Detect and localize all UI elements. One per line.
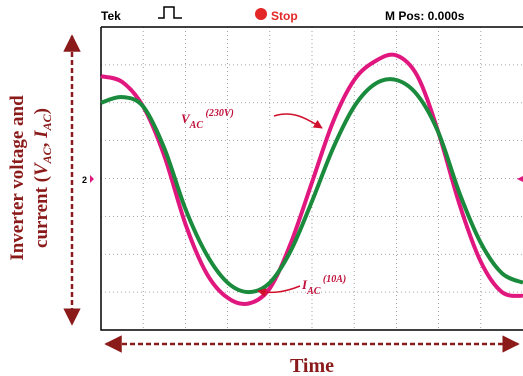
channel-marker-icon xyxy=(90,175,94,183)
channel-marker: 2 xyxy=(82,175,87,185)
traces xyxy=(100,52,523,307)
plot-border xyxy=(100,26,523,331)
annotation-vac-label: VAC (230V) xyxy=(181,108,234,131)
annotation-iac-arrow xyxy=(257,285,301,298)
y-axis-label-line1: Inverter voltage and xyxy=(7,95,28,261)
position-readout: M Pos: 0.000s xyxy=(385,9,465,23)
x-axis-label: Time xyxy=(290,355,334,376)
scope-header: Tek Stop M Pos: 0.000s xyxy=(101,6,465,33)
trigger-icon xyxy=(158,6,182,19)
annotation-vac-arrow xyxy=(273,113,323,129)
graticule xyxy=(101,27,523,330)
series-line-iac xyxy=(100,77,523,295)
status-label: Stop xyxy=(271,9,298,23)
y-axis-label-line2: current (VAC, IAC) xyxy=(31,108,54,248)
stop-indicator-icon xyxy=(255,8,267,20)
brand-label: Tek xyxy=(101,9,121,23)
y-axis-label: Inverter voltage and current (VAC, IAC) xyxy=(7,95,54,261)
annotation-iac: IAC (10A) xyxy=(257,274,346,298)
channel-marker-right-icon xyxy=(517,176,523,182)
annotation-vac: VAC (230V) xyxy=(181,108,323,131)
plot-area xyxy=(100,26,523,331)
annotation-iac-label: IAC (10A) xyxy=(301,274,346,297)
series-line-vac xyxy=(100,52,523,307)
